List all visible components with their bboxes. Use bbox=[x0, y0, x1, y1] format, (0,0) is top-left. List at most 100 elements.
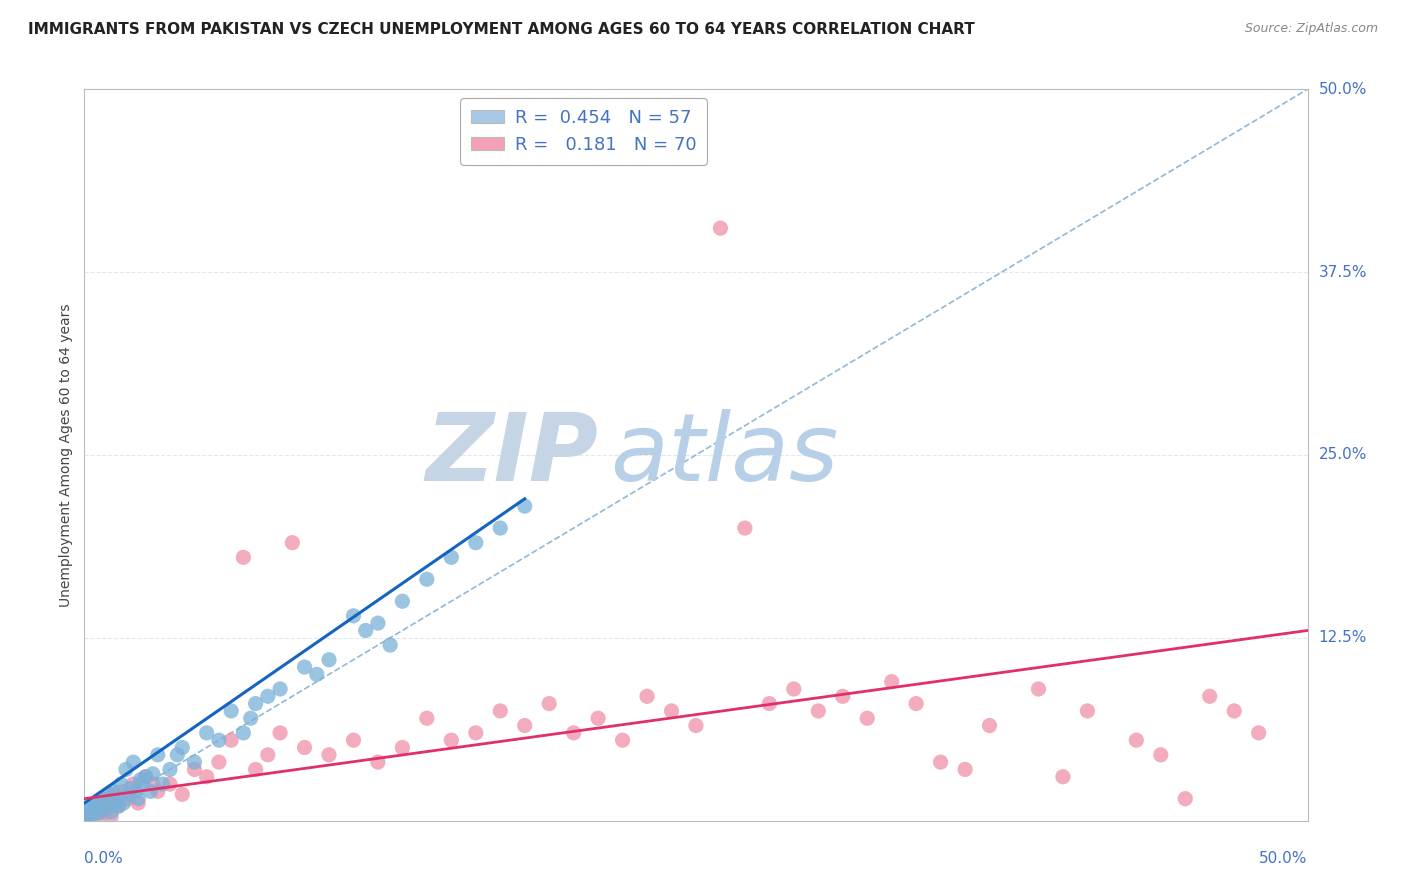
Point bbox=[172, 787, 194, 801]
Point bbox=[219, 733, 242, 747]
Point bbox=[100, 805, 122, 819]
Point bbox=[86, 799, 108, 814]
Text: atlas: atlas bbox=[610, 409, 838, 500]
Point bbox=[318, 747, 340, 762]
Point bbox=[953, 763, 976, 777]
Point bbox=[294, 740, 316, 755]
Point bbox=[142, 767, 165, 781]
Point bbox=[709, 221, 731, 235]
Point bbox=[440, 733, 463, 747]
Point bbox=[76, 809, 98, 823]
Point bbox=[112, 796, 135, 810]
Point bbox=[110, 777, 132, 791]
Point bbox=[538, 697, 561, 711]
Point bbox=[239, 711, 262, 725]
Point bbox=[979, 718, 1001, 732]
Point bbox=[489, 704, 512, 718]
Point bbox=[367, 616, 389, 631]
Point bbox=[342, 608, 364, 623]
Point bbox=[342, 733, 364, 747]
Point bbox=[1198, 690, 1220, 704]
Point bbox=[129, 772, 152, 787]
Text: 50.0%: 50.0% bbox=[1319, 82, 1367, 96]
Point bbox=[117, 791, 139, 805]
Point bbox=[77, 802, 100, 816]
Point bbox=[100, 809, 122, 823]
Point bbox=[183, 755, 205, 769]
Point bbox=[636, 690, 658, 704]
Point bbox=[105, 795, 128, 809]
Point bbox=[489, 521, 512, 535]
Point bbox=[1223, 704, 1246, 718]
Point bbox=[257, 690, 280, 704]
Point bbox=[232, 550, 254, 565]
Point bbox=[120, 781, 142, 796]
Point bbox=[77, 806, 100, 821]
Point bbox=[135, 770, 157, 784]
Point bbox=[232, 726, 254, 740]
Point bbox=[142, 777, 165, 791]
Text: 25.0%: 25.0% bbox=[1319, 448, 1367, 462]
Point bbox=[464, 726, 486, 740]
Text: 0.0%: 0.0% bbox=[84, 851, 124, 866]
Point bbox=[135, 770, 157, 784]
Point bbox=[905, 697, 928, 711]
Point bbox=[513, 718, 536, 732]
Point bbox=[831, 690, 853, 704]
Point bbox=[416, 711, 439, 725]
Point bbox=[146, 747, 169, 762]
Point bbox=[464, 535, 486, 549]
Point bbox=[318, 653, 340, 667]
Point bbox=[77, 806, 100, 821]
Point bbox=[90, 796, 112, 810]
Legend: R =  0.454   N = 57, R =   0.181   N = 70: R = 0.454 N = 57, R = 0.181 N = 70 bbox=[460, 98, 707, 165]
Point bbox=[159, 763, 181, 777]
Point bbox=[96, 802, 118, 816]
Point bbox=[159, 777, 181, 791]
Point bbox=[880, 674, 903, 689]
Text: ZIP: ZIP bbox=[425, 409, 598, 501]
Point bbox=[367, 755, 389, 769]
Point bbox=[208, 733, 231, 747]
Point bbox=[294, 660, 316, 674]
Point bbox=[586, 711, 609, 725]
Point bbox=[87, 805, 110, 819]
Point bbox=[734, 521, 756, 535]
Point bbox=[440, 550, 463, 565]
Point bbox=[612, 733, 634, 747]
Point bbox=[195, 770, 218, 784]
Point bbox=[152, 777, 174, 791]
Point bbox=[115, 763, 138, 777]
Point bbox=[245, 697, 267, 711]
Point bbox=[1174, 791, 1197, 805]
Point bbox=[83, 804, 105, 818]
Point bbox=[685, 718, 707, 732]
Point bbox=[97, 787, 120, 801]
Point bbox=[122, 755, 145, 769]
Point bbox=[1076, 704, 1098, 718]
Point bbox=[257, 747, 280, 762]
Point bbox=[1028, 681, 1050, 696]
Point bbox=[117, 787, 139, 801]
Point bbox=[219, 704, 242, 718]
Point bbox=[127, 796, 149, 810]
Point bbox=[513, 499, 536, 513]
Point bbox=[146, 784, 169, 798]
Point bbox=[166, 747, 188, 762]
Point bbox=[807, 704, 830, 718]
Point bbox=[122, 777, 145, 791]
Point bbox=[929, 755, 952, 769]
Point bbox=[391, 594, 413, 608]
Point bbox=[269, 681, 291, 696]
Point bbox=[758, 697, 780, 711]
Text: 50.0%: 50.0% bbox=[1260, 851, 1308, 866]
Point bbox=[391, 740, 413, 755]
Point bbox=[82, 799, 104, 814]
Text: IMMIGRANTS FROM PAKISTAN VS CZECH UNEMPLOYMENT AMONG AGES 60 TO 64 YEARS CORRELA: IMMIGRANTS FROM PAKISTAN VS CZECH UNEMPL… bbox=[28, 22, 974, 37]
Point bbox=[1150, 747, 1173, 762]
Point bbox=[107, 799, 129, 814]
Point bbox=[661, 704, 683, 718]
Point bbox=[97, 791, 120, 805]
Point bbox=[93, 802, 115, 816]
Point bbox=[76, 811, 98, 825]
